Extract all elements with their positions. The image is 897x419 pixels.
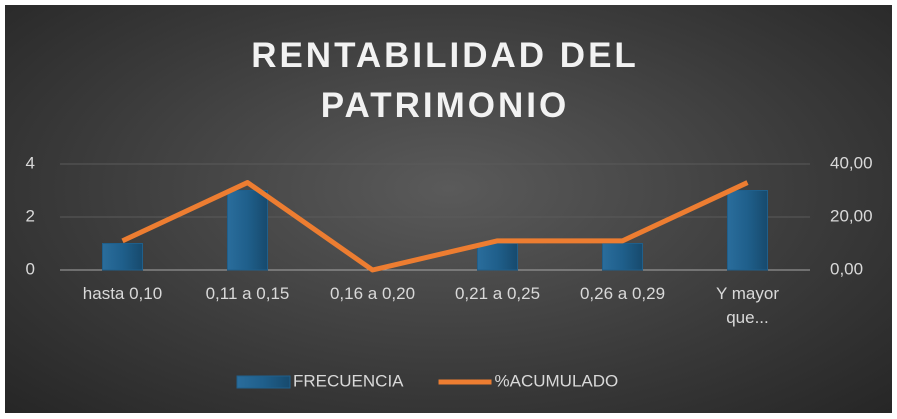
bar <box>727 190 768 271</box>
x-tick-label: 0,16 a 0,20 <box>329 284 416 303</box>
y2-tick-label: 0,00 <box>830 259 863 278</box>
bar <box>602 243 643 271</box>
x-tick-label: 0,11 a 0,15 <box>205 284 290 303</box>
y-tick-label: 4 <box>26 153 35 172</box>
y-tick-label: 2 <box>26 206 35 225</box>
legend-label: FRECUENCIA <box>293 371 404 390</box>
chart: 0 2 4 0,00 20,00 40,00 FRECUENCIA %ACUMULADO RE… <box>5 5 892 413</box>
y-tick-label: 0 <box>26 259 35 278</box>
bar <box>477 243 518 271</box>
bar <box>227 190 268 271</box>
chart-title: RENTABILIDAD DEL PATRIMONIO <box>251 36 639 125</box>
bar <box>102 243 143 271</box>
y2-tick-label: 20,00 <box>830 206 873 225</box>
x-tick-label: 0,21 a 0,25 <box>454 284 541 303</box>
line <box>121 180 749 273</box>
x-tick-label: hasta 0,10 <box>82 284 163 303</box>
y2-tick-label: 40,00 <box>830 153 873 172</box>
x-tick-label: Y mayor que... <box>716 284 779 327</box>
x-tick-label: 0,26 a 0,29 <box>579 284 666 303</box>
legend-swatch <box>236 375 291 389</box>
legend-label: %ACUMULADO <box>495 371 619 390</box>
